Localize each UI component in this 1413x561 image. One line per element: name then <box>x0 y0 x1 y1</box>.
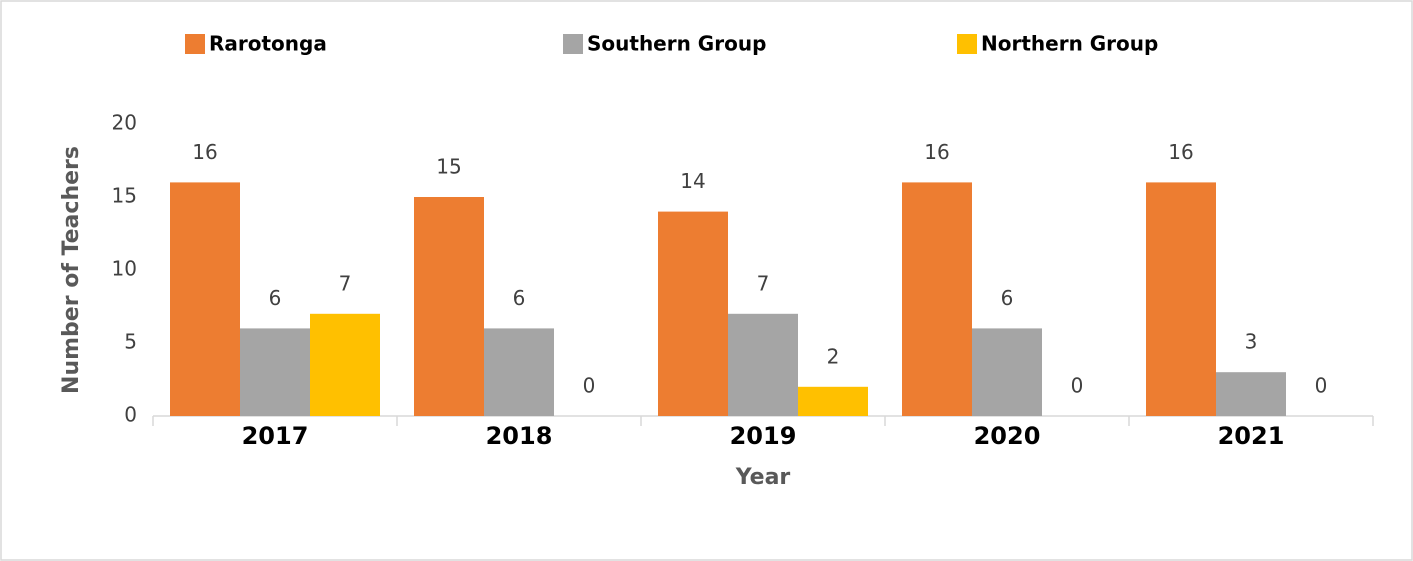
y-tick-label: 20 <box>112 111 137 135</box>
data-label: 6 <box>513 286 526 310</box>
data-label: 6 <box>269 286 282 310</box>
legend-swatch <box>957 34 977 54</box>
bar <box>240 328 310 416</box>
legend-label: Southern Group <box>587 32 766 56</box>
legend-swatch <box>563 34 583 54</box>
data-label: 14 <box>680 169 705 193</box>
y-tick-label: 0 <box>124 403 137 427</box>
x-axis-title: Year <box>735 465 791 490</box>
y-tick-label: 10 <box>112 257 137 281</box>
data-label: 7 <box>757 271 770 295</box>
bar <box>484 328 554 416</box>
x-tick-label: 2020 <box>974 422 1041 450</box>
bar <box>170 182 240 416</box>
data-label: 16 <box>924 140 949 164</box>
data-label: 16 <box>192 140 217 164</box>
bar <box>972 328 1042 416</box>
data-label: 6 <box>1001 286 1014 310</box>
data-label: 0 <box>583 374 596 398</box>
y-tick-label: 5 <box>124 330 137 354</box>
y-tick-label: 15 <box>112 184 137 208</box>
data-label: 0 <box>1071 374 1084 398</box>
bar <box>310 313 380 416</box>
data-label: 0 <box>1315 374 1328 398</box>
data-label: 7 <box>339 271 352 295</box>
bar <box>658 211 728 416</box>
bar <box>414 197 484 416</box>
legend-label: Northern Group <box>981 32 1158 56</box>
x-tick-label: 2017 <box>242 422 309 450</box>
bar <box>728 313 798 416</box>
data-label: 15 <box>436 155 461 179</box>
legend-swatch <box>185 34 205 54</box>
bar <box>1146 182 1216 416</box>
x-tick-label: 2018 <box>486 422 553 450</box>
bar <box>1216 372 1286 416</box>
data-label: 3 <box>1245 330 1258 354</box>
x-tick-label: 2019 <box>730 422 797 450</box>
data-label: 2 <box>827 344 840 368</box>
bar <box>798 386 868 416</box>
x-tick-label: 2021 <box>1218 422 1285 450</box>
bar <box>902 182 972 416</box>
data-label: 16 <box>1168 140 1193 164</box>
y-axis-title: Number of Teachers <box>59 146 84 394</box>
legend-label: Rarotonga <box>209 32 327 56</box>
